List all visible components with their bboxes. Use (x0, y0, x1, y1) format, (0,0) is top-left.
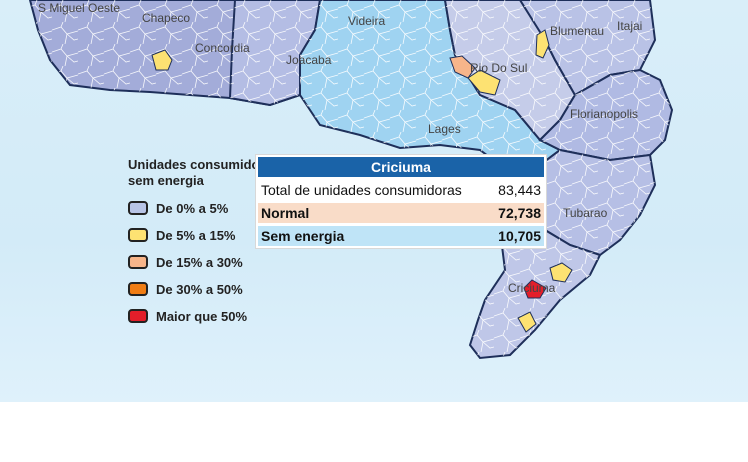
city-label: Criciuma (508, 281, 556, 295)
legend-item: De 0% a 5% (128, 199, 288, 217)
map-area[interactable]: S Miguel Oeste Chapeco Concordia Joacaba… (0, 0, 748, 402)
legend-item: De 30% a 50% (128, 280, 288, 298)
city-label: Joacaba (286, 53, 332, 67)
city-label: Florianopolis (570, 107, 638, 121)
municipality-tooltip: Criciuma Total de unidades consumidoras … (256, 155, 546, 248)
legend-label: De 5% a 15% (156, 227, 236, 243)
legend-item: De 5% a 15% (128, 226, 288, 244)
legend-title: Unidades consumidoras sem energia (128, 157, 279, 188)
legend-label: De 0% a 5% (156, 200, 229, 216)
tooltip-value: 72,738 (498, 205, 541, 221)
municipality-over-50-criciuma[interactable] (523, 279, 547, 299)
tooltip-label: Sem energia (261, 228, 345, 244)
legend-item: De 15% a 30% (128, 253, 288, 271)
municipality-5-15-blumenau[interactable] (535, 29, 550, 59)
municipality-5-15-criciuma-north[interactable] (549, 262, 573, 283)
legend-swatch (128, 282, 148, 296)
municipality-5-15-chapeco[interactable] (151, 49, 173, 71)
tooltip-label: Normal (261, 205, 310, 221)
legend-swatch (128, 228, 148, 242)
city-label: Concordia (195, 41, 250, 55)
legend-swatch (128, 255, 148, 269)
tooltip-value: 10,705 (498, 228, 541, 244)
tooltip-value: 83,443 (498, 182, 541, 198)
legend-swatch (128, 201, 148, 215)
municipality-5-15-rio-do-sul[interactable] (467, 69, 501, 96)
tooltip-row-total: Total de unidades consumidoras 83,443 (258, 180, 544, 200)
legend-label: De 30% a 50% (156, 281, 243, 297)
tooltip-label: Total de unidades consumidoras (261, 182, 462, 198)
tooltip-title: Criciuma (258, 157, 544, 177)
municipality-5-15-criciuma-south[interactable] (517, 311, 537, 333)
tooltip-row-sem-energia: Sem energia 10,705 (258, 226, 544, 246)
city-label: Lages (428, 122, 461, 136)
city-label: Tubarao (563, 206, 608, 220)
city-label: Chapeco (142, 11, 190, 25)
municipality-15-30-rio-do-sul[interactable] (449, 55, 476, 79)
city-label: Itajai (617, 19, 642, 33)
city-label: Rio Do Sul (470, 61, 527, 75)
legend-item: Maior que 50% (128, 307, 288, 325)
legend-label: De 15% a 30% (156, 254, 243, 270)
tooltip-row-normal: Normal 72,738 (258, 203, 544, 223)
legend-label: Maior que 50% (156, 308, 248, 324)
city-label: Videira (348, 14, 385, 28)
legend-swatch (128, 309, 148, 323)
city-label: Blumenau (550, 24, 604, 38)
legend: Unidades consumidoras sem energia De 0% … (128, 157, 288, 334)
city-label: S Miguel Oeste (38, 1, 120, 15)
